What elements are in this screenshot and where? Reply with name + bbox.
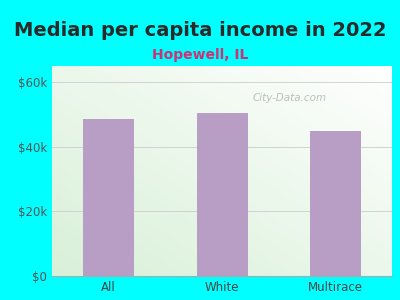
Text: Median per capita income in 2022: Median per capita income in 2022 bbox=[14, 21, 386, 40]
Bar bbox=[196, 113, 248, 276]
Text: City-Data.com: City-Data.com bbox=[253, 92, 327, 103]
Text: Hopewell, IL: Hopewell, IL bbox=[152, 48, 248, 62]
Bar bbox=[310, 130, 361, 276]
Bar bbox=[83, 119, 134, 276]
